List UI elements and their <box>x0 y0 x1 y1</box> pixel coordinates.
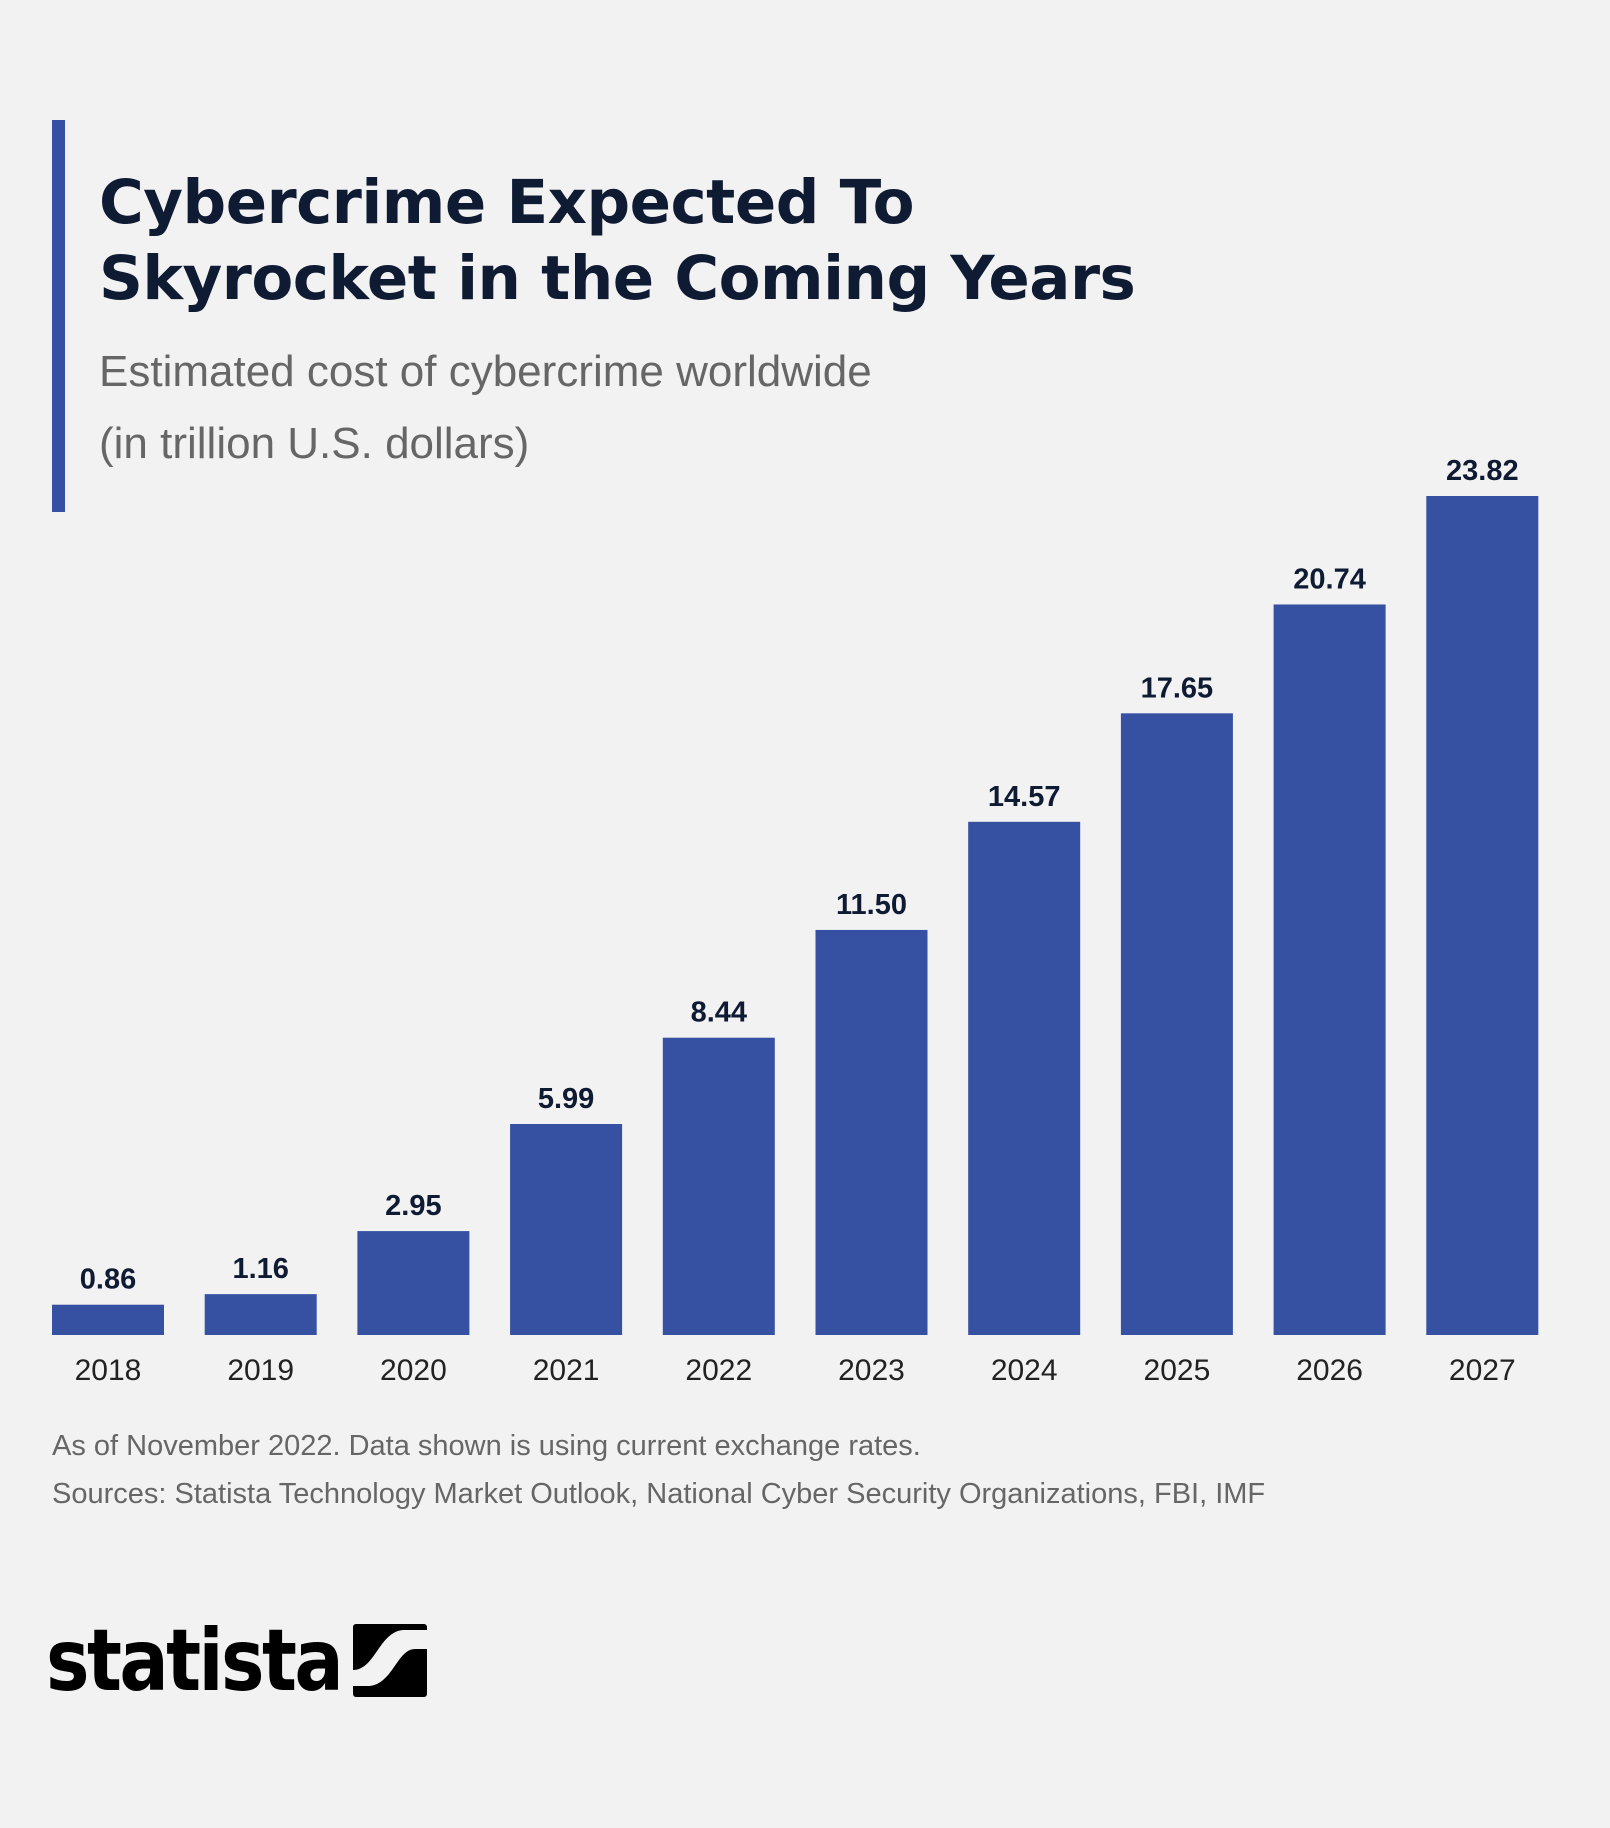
bar-2020 <box>357 1231 470 1335</box>
data-label: 20.74 <box>1293 563 1366 595</box>
data-label: 5.99 <box>538 1083 594 1115</box>
bar-2018 <box>52 1304 164 1335</box>
subtitle-line: (in trillion U.S. dollars) <box>99 419 530 468</box>
bar-2025 <box>1120 713 1233 1335</box>
footnote: As of November 2022. Data shown is using… <box>52 1430 921 1462</box>
bar-2024 <box>968 821 1081 1335</box>
bar-2022 <box>662 1037 775 1335</box>
data-label: 11.50 <box>836 889 907 921</box>
data-label: 14.57 <box>988 781 1061 813</box>
x-tick-label: 2020 <box>380 1354 447 1387</box>
x-tick-label: 2022 <box>685 1354 752 1387</box>
data-label: 2.95 <box>385 1190 441 1222</box>
title-accent-bar <box>52 120 65 512</box>
bar-2023 <box>815 929 928 1335</box>
data-label: 8.44 <box>691 997 747 1029</box>
x-tick-label: 2019 <box>227 1354 294 1387</box>
title-line: Skyrocket in the Coming Years <box>99 243 1136 314</box>
x-tick-label: 2021 <box>533 1354 600 1387</box>
subtitle-line: Estimated cost of cybercrime worldwide <box>99 347 872 396</box>
data-label: 1.16 <box>232 1253 288 1285</box>
logo-text: statista <box>46 1611 344 1711</box>
bar-2026 <box>1273 604 1386 1335</box>
bar-2021 <box>510 1124 623 1335</box>
x-tick-label: 2026 <box>1296 1354 1363 1387</box>
statista-logo-icon <box>353 1624 428 1697</box>
data-label: 23.82 <box>1446 455 1519 487</box>
chart-subtitle: Estimated cost of cybercrime worldwide (… <box>99 336 872 480</box>
bar-chart: 0.86 2018 1.16 2019 2.95 2020 5.99 2021 8.44 2022… <box>52 455 1539 1387</box>
x-tick-label: 2018 <box>75 1354 142 1387</box>
chart-title: Cybercrime Expected To Skyrocket in the … <box>99 165 1136 317</box>
title-line: Cybercrime Expected To <box>99 167 915 238</box>
bar-2027 <box>1426 496 1539 1335</box>
bar-2019 <box>204 1294 317 1335</box>
statista-logo: statista <box>46 1618 429 1704</box>
x-tick-label: 2027 <box>1449 1354 1516 1387</box>
data-label: 0.86 <box>80 1264 136 1296</box>
x-tick-label: 2023 <box>838 1354 905 1387</box>
x-tick-label: 2024 <box>991 1354 1058 1387</box>
x-tick-label: 2025 <box>1144 1354 1211 1387</box>
data-label: 17.65 <box>1141 672 1214 704</box>
sources-note: Sources: Statista Technology Market Outl… <box>52 1478 1266 1510</box>
